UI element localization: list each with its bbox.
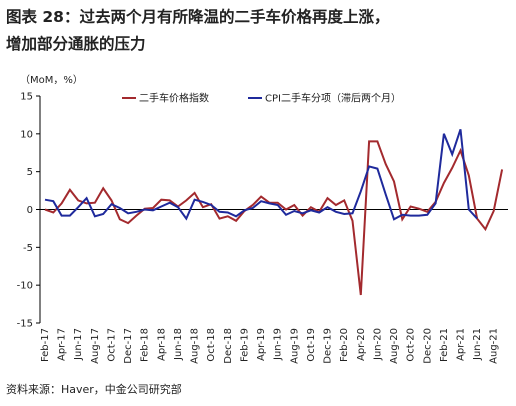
- x-tick-label: Aug-17: [90, 328, 101, 364]
- x-tick-label: Dec-18: [223, 328, 234, 364]
- y-tick-label: -5: [23, 243, 33, 254]
- x-tick-label: Aug-19: [289, 328, 300, 364]
- x-tick-label: Feb-20: [339, 328, 350, 362]
- series-line: [44, 140, 504, 296]
- chart-title-line: 图表 28：过去两个月有所降温的二手车价格再度上涨，: [6, 7, 389, 26]
- x-tick-label: Aug-18: [190, 328, 201, 364]
- x-tick-label: Oct-20: [406, 328, 417, 362]
- x-tick-label: Oct-19: [306, 328, 317, 362]
- legend-label: CPI二手车分项（滞后两个月）: [265, 92, 401, 105]
- source: 资料来源：Haver，中金公司研究部: [6, 382, 182, 396]
- x-tick-label: Feb-17: [40, 328, 51, 362]
- x-tick-label: Oct-17: [106, 328, 117, 362]
- x-tick-label: Apr-18: [156, 328, 167, 361]
- x-tick-label: Oct-18: [206, 328, 217, 362]
- x-tick-label: Jun-20: [372, 328, 383, 361]
- x-tick-label: Apr-17: [57, 328, 68, 361]
- x-tick-label: Apr-19: [256, 328, 267, 361]
- x-tick-label: Dec-19: [323, 328, 334, 364]
- x-tick-label: Jun-17: [73, 328, 84, 361]
- x-tick-label: Apr-21: [456, 328, 467, 361]
- x-tick-label: Jun-21: [472, 328, 483, 361]
- x-tick-label: Aug-20: [389, 328, 400, 364]
- x-tick-label: Feb-21: [439, 328, 450, 362]
- y-axis-label: （MoM，%）: [20, 74, 83, 86]
- x-tick-label: Apr-20: [356, 328, 367, 361]
- x-tick-label: Aug-21: [489, 328, 500, 364]
- y-tick-label: 15: [20, 92, 33, 103]
- y-tick-label: 5: [27, 167, 33, 178]
- x-tick-label: Dec-20: [422, 328, 433, 364]
- y-tick-label: 0: [27, 205, 33, 216]
- x-tick-label: Feb-19: [239, 328, 250, 362]
- series-line: [44, 128, 478, 221]
- y-tick-label: -15: [17, 319, 33, 330]
- y-tick-label: 10: [20, 129, 33, 140]
- x-tick-label: Dec-17: [123, 328, 134, 364]
- legend-label: 二手车价格指数: [139, 92, 209, 105]
- x-tick-label: Jun-18: [173, 328, 184, 361]
- chart-title-line: 增加部分通胀的压力: [6, 34, 146, 53]
- y-tick-label: -10: [17, 281, 33, 292]
- x-tick-label: Jun-19: [273, 328, 284, 361]
- x-tick-label: Feb-18: [140, 328, 151, 362]
